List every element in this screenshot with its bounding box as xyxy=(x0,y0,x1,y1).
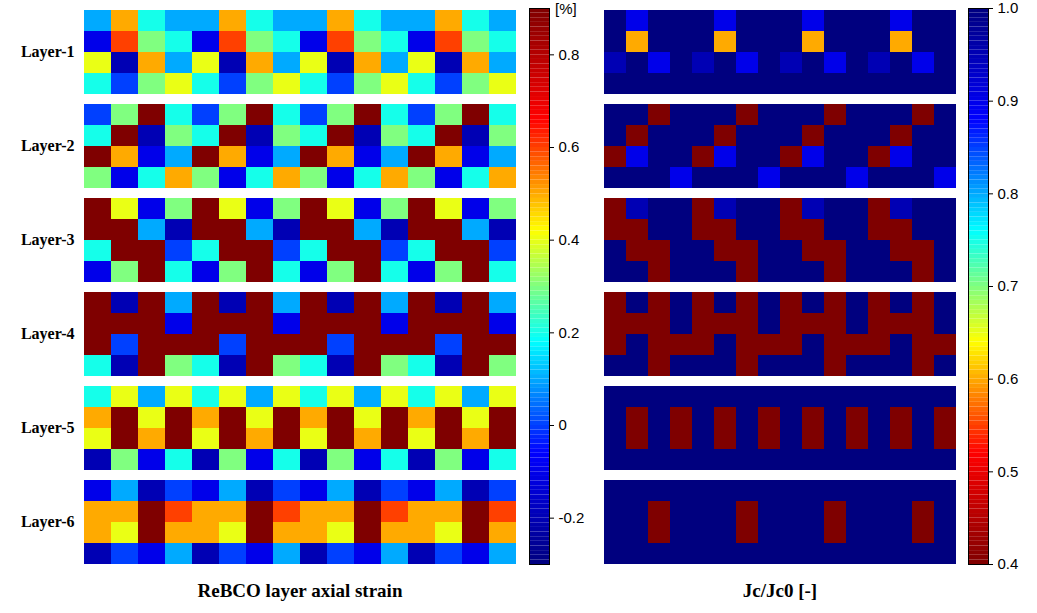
svg-text:Layer-1: Layer-1 xyxy=(21,43,75,61)
svg-text:0.8: 0.8 xyxy=(559,46,580,63)
svg-text:0.8: 0.8 xyxy=(998,185,1019,202)
svg-text:Layer-6: Layer-6 xyxy=(21,513,75,531)
svg-text:Layer-4: Layer-4 xyxy=(21,325,75,343)
svg-text:Layer-3: Layer-3 xyxy=(21,231,75,249)
svg-text:0: 0 xyxy=(559,416,567,433)
svg-text:0.6: 0.6 xyxy=(998,370,1019,387)
svg-text:0.7: 0.7 xyxy=(998,277,1019,294)
svg-text:1.0: 1.0 xyxy=(998,0,1019,16)
svg-text:0.9: 0.9 xyxy=(998,92,1019,109)
html-text:ReBCO layer axial strain: ReBCO layer axial strain xyxy=(197,580,403,601)
svg-text:0.4: 0.4 xyxy=(559,231,580,248)
svg-text:0.4: 0.4 xyxy=(998,555,1019,572)
html-text:Jc/Jc0 [-]: Jc/Jc0 [-] xyxy=(742,580,818,601)
svg-text:0.2: 0.2 xyxy=(559,324,580,341)
svg-text:-0.2: -0.2 xyxy=(559,509,585,526)
svg-text:Layer-5: Layer-5 xyxy=(21,419,75,437)
svg-text:Layer-2: Layer-2 xyxy=(21,137,75,155)
svg-text:0.5: 0.5 xyxy=(998,463,1019,480)
svg-text:0.6: 0.6 xyxy=(559,138,580,155)
